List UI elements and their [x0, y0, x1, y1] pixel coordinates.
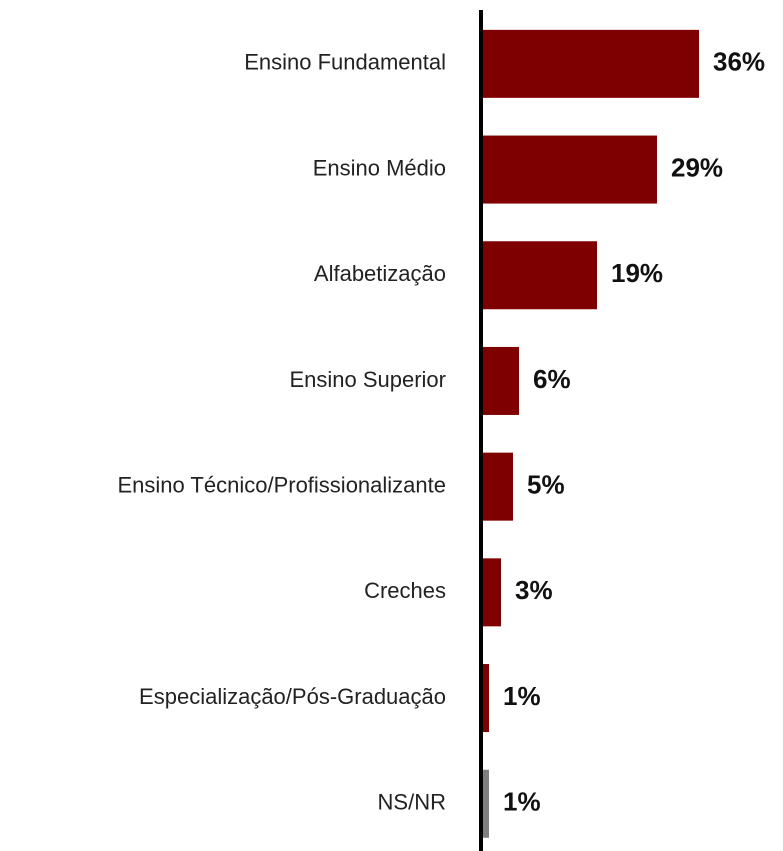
- value-label: 1%: [503, 787, 541, 817]
- value-label: 5%: [527, 470, 565, 500]
- category-label: Ensino Técnico/Profissionalizante: [117, 472, 446, 497]
- bar: [483, 241, 597, 310]
- category-label: Ensino Superior: [289, 367, 446, 392]
- value-label: 3%: [515, 575, 553, 605]
- bar: [483, 346, 519, 415]
- value-label: 1%: [503, 681, 541, 711]
- bar: [483, 664, 489, 733]
- category-label: Creches: [364, 578, 446, 603]
- bar: [483, 769, 489, 838]
- category-label: Especialização/Pós-Graduação: [139, 684, 446, 709]
- bar: [483, 452, 513, 521]
- value-label: 19%: [611, 258, 663, 288]
- category-label: NS/NR: [378, 790, 446, 815]
- category-label: Alfabetização: [314, 261, 446, 286]
- category-label: Ensino Médio: [313, 155, 446, 180]
- value-label: 36%: [713, 47, 765, 77]
- category-label: Ensino Fundamental: [244, 50, 446, 75]
- bar: [483, 29, 699, 98]
- value-label: 29%: [671, 152, 723, 182]
- bar: [483, 135, 657, 204]
- bar: [483, 558, 501, 627]
- value-label: 6%: [533, 364, 571, 394]
